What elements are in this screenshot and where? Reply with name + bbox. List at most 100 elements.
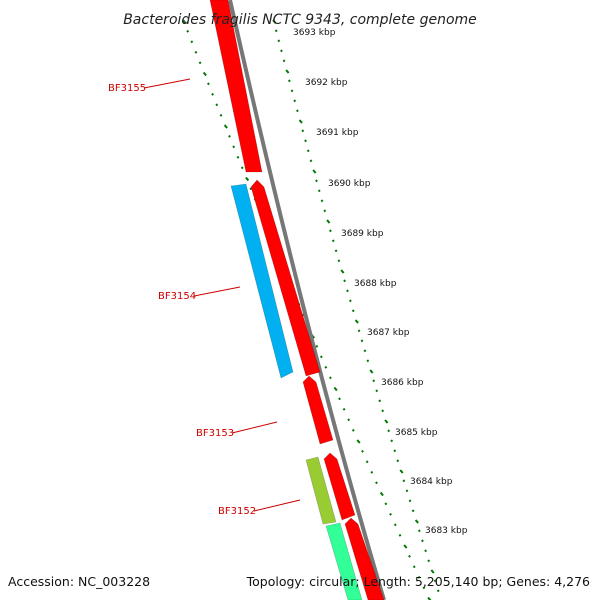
inner-tick-mark [375,389,379,393]
outer-tick-mark [398,533,402,537]
inner-tick-mark [315,179,318,183]
inner-tick-mark [274,29,278,33]
gene-arrow [325,522,363,600]
inner-tick-mark [436,589,440,593]
outer-tick-mark [315,344,319,348]
inner-tick-mark [337,259,341,263]
gene-leader-line [193,286,241,297]
outer-tick-mark [329,376,332,380]
tick-label: 3683 kbp [425,526,468,536]
outer-tick-mark [202,71,207,77]
outer-tick-mark [240,166,244,170]
inner-tick-mark [369,369,374,374]
outer-tick-mark [333,386,338,392]
gene-label-bf3152: BF3152 [218,506,256,517]
outer-tick-mark [228,134,231,138]
outer-tick-mark [375,481,378,485]
inner-tick-mark [320,199,324,203]
gene-arrow [250,179,321,377]
inner-tick-mark [387,429,391,433]
inner-tick-mark [384,419,389,424]
gene-arrow [302,375,334,445]
outer-tick-mark [347,418,351,422]
outer-tick-mark [403,544,408,549]
gene-label-bf3155: BF3155 [108,83,146,94]
outer-tick-mark [422,586,426,590]
tick-label: 3692 kbp [305,78,348,88]
outer-tick-mark [408,554,411,558]
outer-tick-mark [384,502,388,506]
inner-tick-mark [393,449,397,453]
inner-tick-mark [326,219,331,224]
inner-tick-mark [306,149,310,153]
inner-tick-mark [363,349,367,353]
inner-tick-mark [287,79,291,83]
outer-tick-mark [232,145,236,149]
outer-tick-mark [389,512,392,516]
inner-tick-mark [285,69,290,74]
outer-tick-mark [186,29,190,33]
outer-tick-mark [361,449,364,453]
outer-tick-mark [211,92,214,96]
inner-tick-mark [399,469,404,474]
tick-labels: 3693 kbp 3692 kbp 3691 kbp 3690 kbp 3689 kbp… [293,28,468,536]
inner-tick-mark [414,519,419,524]
gene-arrow [305,456,337,525]
outer-tick-mark [245,176,250,182]
inner-tick-mark [424,549,427,553]
inner-tick-mark [360,339,364,343]
inner-tick-mark [433,579,437,583]
outer-tick-mark [351,428,355,432]
tick-label: 3685 kbp [395,428,438,438]
outer-tick-mark [324,365,328,369]
inner-tick-mark [317,189,321,193]
outer-tick-mark [412,565,416,569]
inner-tick-mark [430,569,435,574]
tick-label: 3690 kbp [328,179,371,189]
inner-tick-mark [372,379,376,383]
inner-tick-mark [298,119,303,124]
outer-tick-mark [236,155,240,159]
outer-tick-mark [207,82,210,86]
outer-tick-mark [215,103,219,107]
inner-tick-mark [396,459,400,463]
accession-text: Accession: NC_003228 [8,574,150,589]
inner-tick-mark [381,409,385,413]
backbone-line [228,0,386,600]
outer-tick-mark [370,470,374,474]
inner-tick-mark [309,159,313,163]
inner-tick-mark [277,39,281,43]
inner-tick-mark [272,19,277,24]
inner-tick-mark [312,169,317,174]
outer-tick-mark [219,113,223,117]
inner-tick-mark [331,239,335,243]
inner-tick-mark [334,249,338,253]
outer-tick-mark [427,596,432,600]
outer-tick-mark [319,355,323,359]
gene-arrow [323,452,356,521]
inner-tick-mark [296,109,299,113]
inner-tick-mark [346,289,349,293]
inner-tick-mark [421,539,424,543]
gene-arrow [209,0,263,173]
inner-tick-mark [301,129,305,133]
inner-tick-mark [348,299,352,303]
gene-labels: BF3155 BF3154 BF3153 BF3152 [108,78,301,517]
inner-tick-mark [282,59,286,63]
outer-tick-mark [198,61,202,65]
outer-tick-mark [393,523,397,527]
tick-label: 3686 kbp [381,378,424,388]
inner-tick-mark [427,559,431,563]
gene-features [209,0,385,600]
inner-tick-track [272,19,440,593]
gene-arrow [344,517,385,600]
tick-label: 3684 kbp [410,477,453,487]
inner-tick-mark [366,359,370,363]
inner-tick-mark [357,329,361,333]
tick-label: 3688 kbp [354,279,397,289]
inner-tick-mark [408,499,412,503]
genome-title: Bacteroides fragilis NCTC 9343, complete… [123,12,477,28]
gene-leader-line [253,499,301,512]
inner-tick-mark [378,399,382,403]
outer-tick-mark [194,50,198,54]
